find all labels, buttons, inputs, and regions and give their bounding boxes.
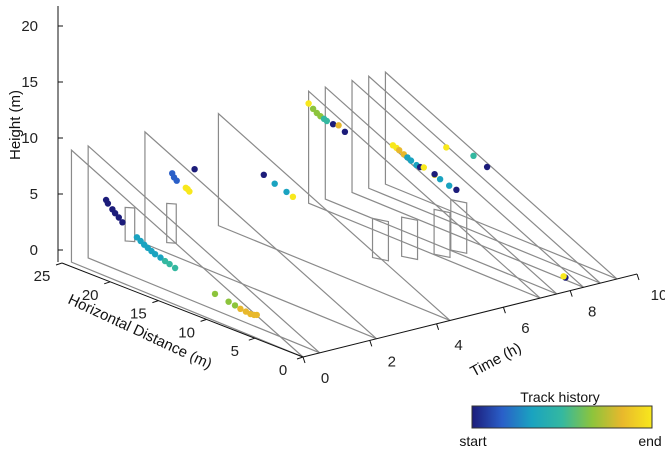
- x-tick-mark: [55, 262, 63, 266]
- z-axis-label: Height (m): [7, 90, 24, 160]
- track-point: [157, 254, 164, 261]
- time-tick-mark: [569, 290, 573, 297]
- track-point: [260, 171, 267, 178]
- track-point: [166, 260, 173, 268]
- time-slice-panes: [70, 70, 618, 358]
- track-point: [184, 185, 191, 193]
- x-tick-label: 20: [82, 287, 99, 304]
- tick-labels: 0 5 10 15 20 0 5 10 15 20 25 0 2 4 6 8 10: [21, 18, 665, 387]
- time-tick-mark: [636, 273, 640, 281]
- x-axis-line: [61, 262, 304, 358]
- time-slice-pane: [70, 148, 304, 358]
- track-point: [443, 144, 450, 151]
- track-point: [396, 147, 403, 154]
- time-slice-pane: [87, 144, 321, 354]
- colorbar-start-label: start: [459, 433, 486, 449]
- time-tick-label: 0: [321, 370, 329, 387]
- track-point: [470, 152, 477, 159]
- track-point: [309, 105, 317, 113]
- track-point: [453, 186, 460, 193]
- track-point: [237, 305, 244, 312]
- time-slice-pane: [144, 130, 377, 340]
- x-tick-label: 5: [231, 343, 239, 360]
- y-axis-label: Time (h): [467, 340, 524, 381]
- x-tick-mark: [296, 356, 304, 360]
- track-point: [431, 171, 438, 178]
- time-tick-mark: [302, 356, 306, 364]
- time-tick-mark: [436, 323, 440, 330]
- track-point: [191, 166, 198, 173]
- colorbar: Track history start end: [459, 389, 661, 449]
- x-tick-label: 10: [178, 324, 195, 341]
- time-tick-label: 8: [588, 304, 596, 321]
- track-point: [173, 177, 180, 184]
- sensor-panel: [433, 208, 451, 259]
- track-point: [329, 121, 337, 128]
- colorbar-end-label: end: [638, 433, 661, 449]
- track-point: [335, 122, 342, 129]
- track-point: [161, 257, 169, 265]
- track-point: [323, 117, 330, 125]
- z-tick-label: 0: [30, 242, 38, 259]
- track-point: [283, 188, 290, 196]
- colorbar-title: Track history: [520, 389, 600, 405]
- time-slice-pane: [368, 74, 601, 284]
- sensor-panel: [166, 202, 177, 244]
- time-slice-pane: [308, 89, 541, 299]
- track-point: [560, 273, 567, 280]
- track-point: [231, 302, 239, 309]
- track-points: [102, 100, 569, 319]
- track-point: [271, 180, 278, 187]
- x-tick-mark: [104, 281, 111, 285]
- axes: [55, 6, 640, 364]
- z-tick-label: 15: [21, 74, 38, 91]
- x-tick-label: 15: [130, 306, 147, 323]
- track-point: [253, 311, 260, 319]
- track-point: [151, 251, 159, 258]
- track-point: [289, 193, 297, 200]
- track-point: [420, 164, 427, 171]
- x-tick-mark: [200, 318, 207, 322]
- x-tick-label: 0: [279, 362, 287, 379]
- sensor-panel: [450, 198, 468, 255]
- z-tick-label: 10: [21, 130, 38, 147]
- track-point: [407, 157, 415, 164]
- x-tick-mark: [248, 337, 255, 341]
- track-point: [341, 128, 349, 135]
- track-point: [305, 100, 312, 107]
- time-slice-pane: [324, 85, 558, 295]
- time-tick-mark: [502, 307, 506, 314]
- time-slice-pane: [384, 70, 618, 280]
- track-point: [483, 163, 491, 171]
- track-point: [436, 176, 444, 183]
- track-point: [115, 214, 123, 221]
- sensor-panel: [371, 217, 390, 262]
- sensor-panel: [401, 216, 419, 261]
- time-tick-mark: [369, 340, 373, 347]
- time-tick-label: 10: [651, 287, 665, 304]
- time-slice-pane: [217, 112, 451, 322]
- time-tick-label: 4: [454, 337, 462, 354]
- sensor-panel: [124, 206, 136, 243]
- time-tick-label: 2: [388, 353, 396, 370]
- colorbar-gradient: [471, 405, 653, 429]
- track-point: [171, 264, 179, 272]
- time-axis-line: [302, 273, 638, 358]
- track-point: [211, 290, 219, 298]
- x-tick-mark: [152, 300, 159, 304]
- z-tick-label: 5: [30, 186, 38, 203]
- z-tick-label: 20: [21, 18, 38, 35]
- track-point: [446, 182, 453, 189]
- track-point: [104, 200, 112, 207]
- time-tick-label: 6: [521, 320, 529, 337]
- track-point: [119, 219, 126, 226]
- x-tick-label: 25: [34, 268, 51, 285]
- track-point: [111, 210, 119, 217]
- track-point: [225, 298, 232, 305]
- time-slice-pane: [351, 79, 584, 288]
